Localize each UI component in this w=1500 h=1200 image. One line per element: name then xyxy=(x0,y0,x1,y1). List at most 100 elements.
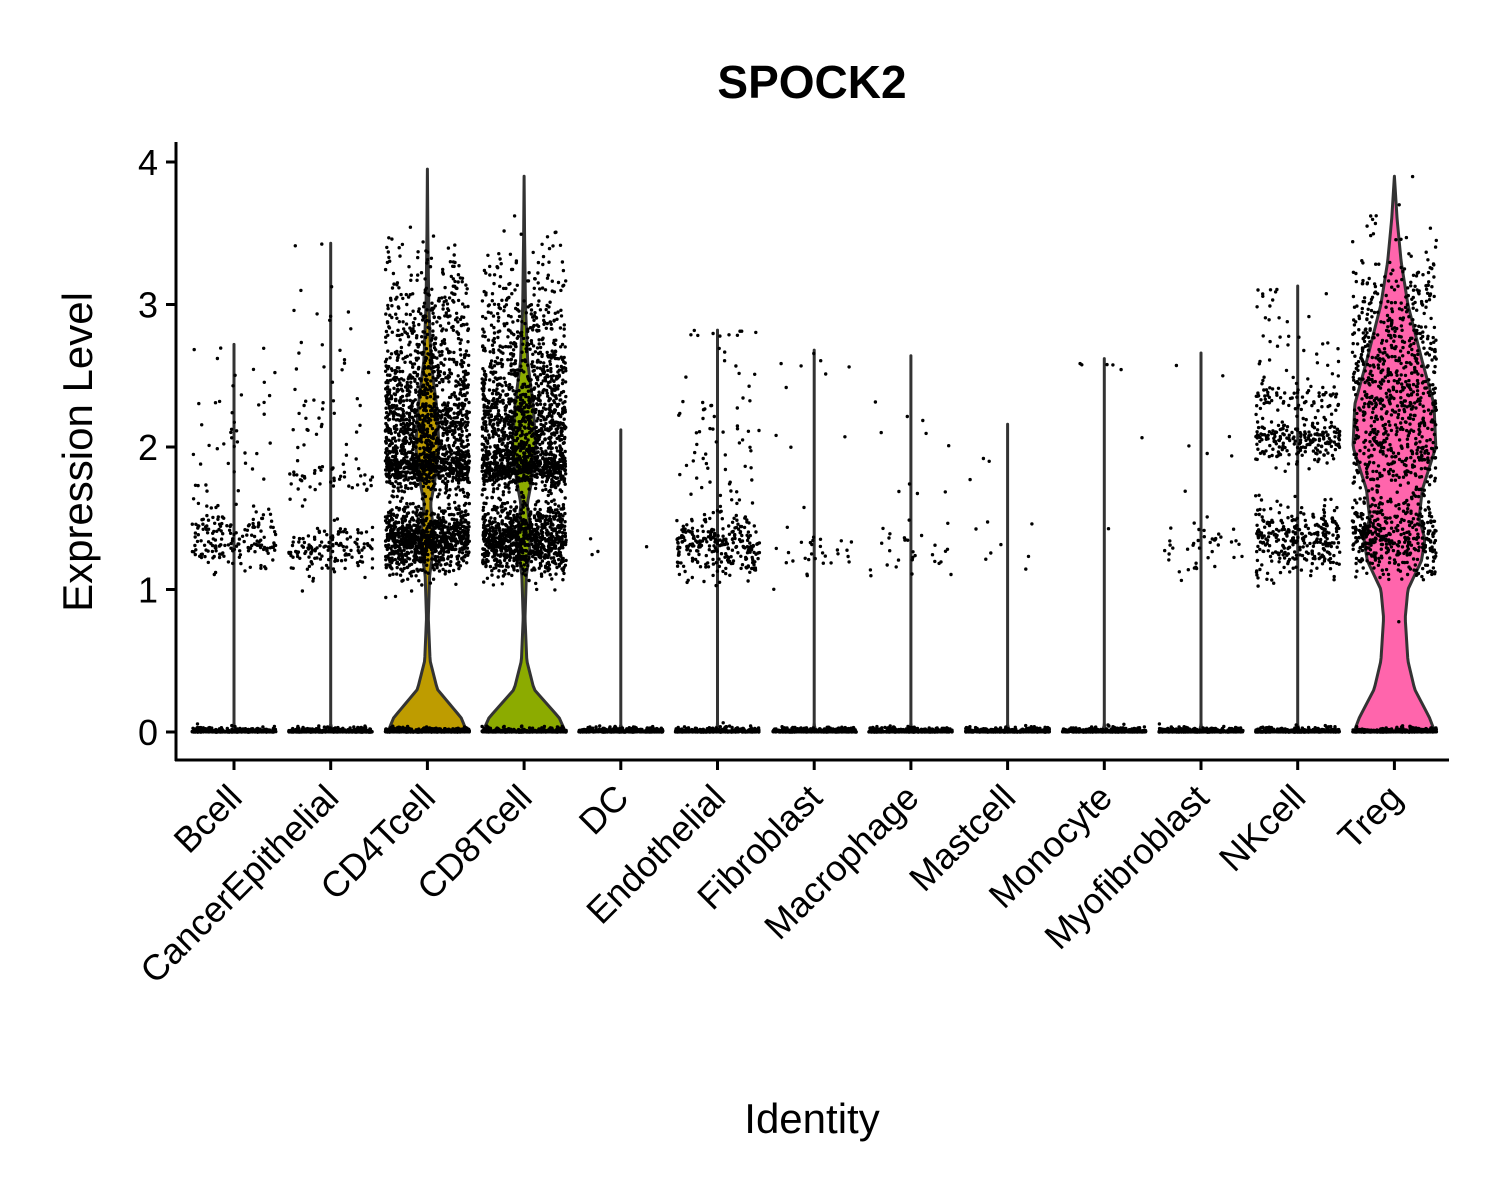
data-point xyxy=(431,234,436,238)
data-point xyxy=(416,401,420,406)
data-point xyxy=(424,552,428,556)
data-point xyxy=(390,368,394,373)
data-point xyxy=(388,500,392,504)
data-point xyxy=(347,484,351,488)
data-point xyxy=(191,729,196,733)
data-point xyxy=(411,534,415,538)
data-point xyxy=(240,534,245,538)
data-point xyxy=(384,450,388,455)
data-point xyxy=(458,522,462,527)
data-point xyxy=(393,439,398,443)
data-point xyxy=(534,581,538,586)
data-point xyxy=(431,311,435,315)
data-point xyxy=(309,560,313,564)
data-point xyxy=(335,517,340,521)
data-point xyxy=(316,730,320,734)
data-point xyxy=(428,326,432,331)
data-point xyxy=(408,526,413,531)
data-point xyxy=(252,534,257,539)
data-point xyxy=(357,550,361,555)
data-point xyxy=(395,283,399,287)
data-point xyxy=(461,302,465,306)
data-point xyxy=(226,730,230,734)
data-point xyxy=(462,323,466,327)
data-point xyxy=(305,427,309,432)
data-point xyxy=(463,305,467,309)
data-point xyxy=(370,475,375,479)
data-point xyxy=(398,381,402,385)
data-point xyxy=(300,504,305,508)
data-point xyxy=(400,496,404,500)
data-point xyxy=(390,330,394,334)
data-point xyxy=(268,728,272,732)
data-point xyxy=(420,529,424,534)
data-point xyxy=(427,454,431,459)
data-point xyxy=(229,427,234,431)
data-point xyxy=(355,483,360,487)
data-point xyxy=(423,494,428,499)
data-point xyxy=(432,557,437,561)
data-point xyxy=(337,477,342,481)
data-point xyxy=(457,566,461,571)
data-point xyxy=(457,504,461,508)
data-point xyxy=(423,358,428,363)
data-point xyxy=(393,446,398,451)
data-point xyxy=(424,402,428,406)
data-point xyxy=(313,549,317,553)
data-point xyxy=(400,415,405,419)
data-point xyxy=(360,548,364,552)
data-point xyxy=(425,332,430,337)
data-point xyxy=(425,258,430,262)
data-point xyxy=(339,543,343,547)
data-point xyxy=(409,329,413,333)
data-point xyxy=(385,321,390,325)
data-point xyxy=(387,406,392,410)
data-point xyxy=(483,729,487,734)
data-point xyxy=(412,436,416,440)
data-point xyxy=(446,246,451,250)
data-point xyxy=(456,540,460,545)
data-point xyxy=(421,484,426,489)
data-point xyxy=(451,277,455,281)
data-point xyxy=(427,449,431,454)
data-point xyxy=(437,409,441,413)
data-point xyxy=(190,549,195,554)
data-point xyxy=(395,494,399,499)
data-point xyxy=(440,530,444,535)
data-point xyxy=(409,273,413,277)
data-point xyxy=(458,478,462,482)
data-point xyxy=(425,261,429,265)
data-point xyxy=(459,729,463,734)
jitter-points xyxy=(190,346,278,734)
data-point xyxy=(444,311,448,315)
data-point xyxy=(447,461,451,465)
data-point xyxy=(257,403,261,407)
data-point xyxy=(354,457,358,461)
data-point xyxy=(402,509,407,513)
data-point xyxy=(449,449,454,453)
data-point xyxy=(343,527,347,532)
data-point xyxy=(325,533,329,537)
data-point xyxy=(462,392,466,397)
data-point xyxy=(344,545,349,549)
data-point xyxy=(193,535,197,539)
data-point xyxy=(365,487,369,491)
data-point xyxy=(513,729,517,734)
data-point xyxy=(332,411,336,415)
data-point xyxy=(420,340,425,344)
data-point xyxy=(405,529,409,533)
data-point xyxy=(410,516,415,520)
data-point xyxy=(405,302,409,307)
data-point xyxy=(253,550,257,554)
data-point xyxy=(391,489,395,493)
data-point xyxy=(452,517,456,522)
data-point xyxy=(386,514,390,518)
data-point xyxy=(401,296,405,301)
data-point xyxy=(384,364,388,368)
data-point xyxy=(394,412,398,416)
data-point xyxy=(320,465,325,469)
data-point xyxy=(502,724,506,729)
data-point xyxy=(209,506,213,510)
data-point xyxy=(403,552,407,556)
data-point xyxy=(455,286,459,291)
